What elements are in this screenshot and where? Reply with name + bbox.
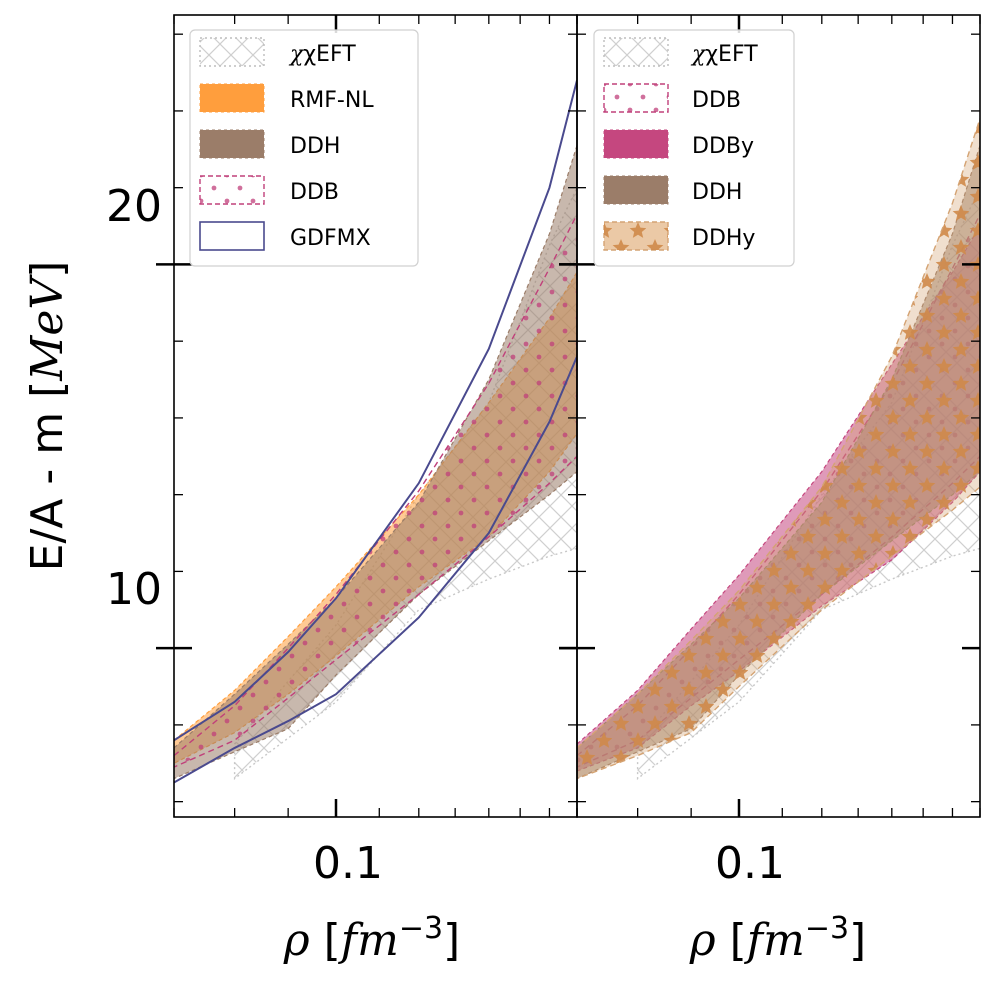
legend-label-ddh-right: DDH (692, 180, 742, 205)
legend-label-ddb-right: DDB (692, 88, 741, 113)
legend-swatch-rmf-nl (199, 83, 265, 113)
right-x-tick-label-0.1: 0.1 (715, 838, 785, 889)
legend-label-chieft-right: χχEFT (690, 42, 758, 67)
legend-label-chieft-text: χEFT (303, 42, 356, 67)
ticks (156, 15, 981, 817)
left-legend-item-ddb: DDB (199, 175, 339, 205)
legend-swatch-ddh-right (603, 175, 669, 205)
left-x-axis-label: ρ [fm−3] (283, 911, 460, 967)
legend-label-ddhy: DDHy (692, 226, 755, 251)
legend-swatch-ddb (199, 175, 265, 205)
right-plot-area (577, 118, 980, 781)
legend-label-chieft-right-text: χEFT (705, 42, 758, 67)
left-band-ddb (174, 214, 577, 768)
left-legend-item-ddh: DDH (199, 129, 340, 159)
right-legend-item-chieft: χχEFT (603, 37, 758, 67)
legend-swatch-ddh (199, 129, 265, 159)
legend-swatch-ddb-right (603, 83, 669, 113)
legend-label-rmf-nl: RMF-NL (290, 88, 374, 113)
y-tick-label-20: 20 (106, 181, 162, 232)
left-legend-item-rmf-nl: RMF-NL (199, 83, 374, 113)
left-panel (174, 79, 577, 784)
left-plot-area (174, 79, 577, 784)
legend-label-ddb: DDB (290, 180, 339, 205)
right-axes-frame (576, 14, 981, 818)
legend-swatch-chieft-right (603, 37, 669, 67)
legend-label-ddby: DDBy (692, 134, 754, 159)
legend-swatch-gdfmx (199, 221, 265, 251)
y-axis-label: E/A - m [MeV] (22, 261, 73, 572)
left-band-gdfmx-lower (174, 356, 577, 784)
right-legend-item-ddby: DDBy (603, 129, 754, 159)
legend-swatch-ddhy-pattern (604, 222, 668, 250)
right-legend-item-ddhy: DDHy (603, 221, 755, 251)
left-band-gdfmx-upper (174, 79, 577, 742)
right-band-ddhy (577, 118, 980, 780)
left-legend-item-gdfmx: GDFMX (199, 221, 371, 251)
left-legend-item-chieft: χχEFT (199, 37, 356, 67)
legend-label-chieft: χχEFT (288, 42, 356, 67)
right-legend: χχEFT DDB DDBy DDH DDHy (593, 29, 795, 267)
right-legend-item-ddb: DDB (603, 83, 741, 113)
left-legend: χχEFT RMF-NL DDH DDB GDFMX (189, 29, 419, 267)
right-legend-item-ddh: DDH (603, 175, 742, 205)
legend-swatch-ddby (603, 129, 669, 159)
legend-swatch-chieft (199, 37, 265, 67)
right-panel (577, 118, 980, 781)
legend-label-ddh: DDH (290, 134, 340, 159)
right-x-axis-label: ρ [fm−3] (689, 911, 866, 967)
left-x-tick-label-0.1: 0.1 (313, 838, 383, 889)
legend-label-gdfmx: GDFMX (290, 226, 371, 251)
y-tick-label-10: 10 (106, 564, 162, 615)
